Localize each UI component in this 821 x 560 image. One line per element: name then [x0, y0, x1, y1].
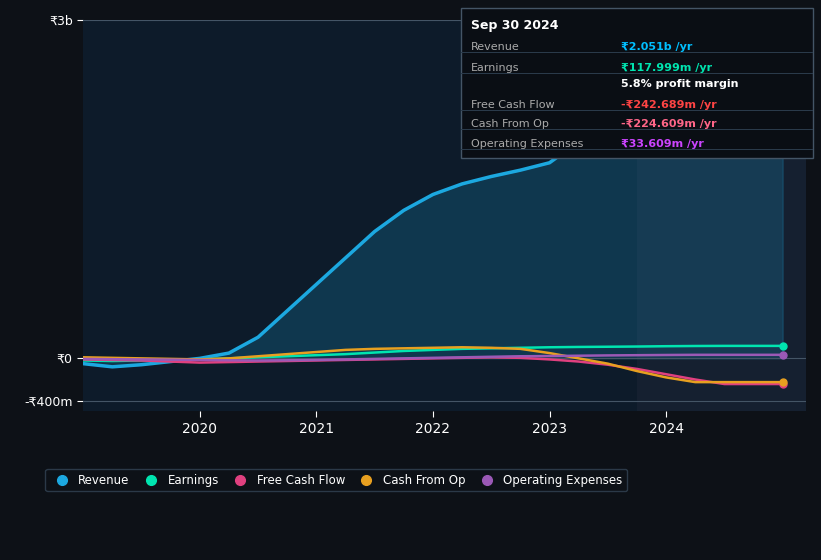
Text: Revenue: Revenue — [471, 42, 520, 52]
Text: Operating Expenses: Operating Expenses — [471, 139, 584, 149]
Text: Earnings: Earnings — [471, 63, 520, 73]
Legend: Revenue, Earnings, Free Cash Flow, Cash From Op, Operating Expenses: Revenue, Earnings, Free Cash Flow, Cash … — [45, 469, 627, 492]
Text: ₹2.051b /yr: ₹2.051b /yr — [621, 42, 693, 52]
Text: Free Cash Flow: Free Cash Flow — [471, 100, 555, 110]
Text: Sep 30 2024: Sep 30 2024 — [471, 19, 559, 32]
Text: 5.8% profit margin: 5.8% profit margin — [621, 80, 739, 90]
Bar — [637, 20, 806, 411]
Text: ₹33.609m /yr: ₹33.609m /yr — [621, 139, 704, 149]
Text: -₹242.689m /yr: -₹242.689m /yr — [621, 100, 718, 110]
Text: ₹117.999m /yr: ₹117.999m /yr — [621, 63, 713, 73]
Text: Cash From Op: Cash From Op — [471, 119, 549, 129]
Text: -₹224.609m /yr: -₹224.609m /yr — [621, 119, 717, 129]
